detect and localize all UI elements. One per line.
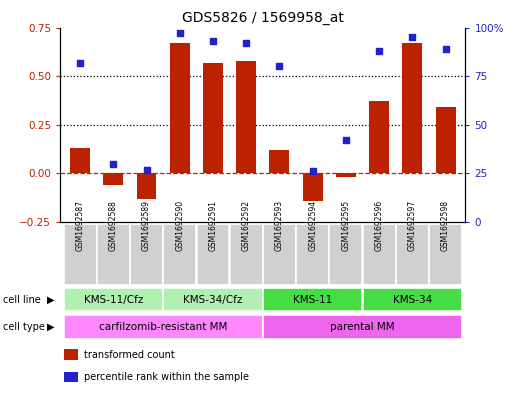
Bar [163, 224, 196, 285]
Text: GSM1692597: GSM1692597 [408, 200, 417, 252]
Bar [64, 224, 97, 285]
Text: ▶: ▶ [48, 322, 55, 332]
Bar [396, 224, 429, 285]
Text: KMS-11/Cfz: KMS-11/Cfz [84, 295, 143, 305]
Text: ▶: ▶ [48, 295, 55, 305]
Text: KMS-11: KMS-11 [293, 295, 332, 305]
Bar [197, 224, 230, 285]
Text: KMS-34/Cfz: KMS-34/Cfz [183, 295, 243, 305]
Bar [336, 173, 356, 177]
Bar [263, 224, 296, 285]
Point [408, 34, 416, 40]
Point [142, 166, 151, 173]
Bar [329, 224, 362, 285]
Bar [362, 224, 395, 285]
Bar [429, 224, 462, 285]
Point [441, 46, 450, 52]
Title: GDS5826 / 1569958_at: GDS5826 / 1569958_at [182, 11, 344, 25]
Text: KMS-34: KMS-34 [393, 295, 432, 305]
Bar [64, 372, 78, 382]
Text: GSM1692591: GSM1692591 [209, 200, 218, 252]
Bar [269, 150, 289, 173]
Bar [137, 173, 156, 199]
Point [275, 63, 283, 70]
Bar [203, 62, 223, 173]
Bar [170, 43, 190, 173]
Text: GSM1692593: GSM1692593 [275, 200, 284, 252]
Text: percentile rank within the sample: percentile rank within the sample [85, 372, 249, 382]
Text: GSM1692595: GSM1692595 [342, 200, 350, 252]
Text: carfilzomib-resistant MM: carfilzomib-resistant MM [99, 322, 228, 332]
Text: transformed count: transformed count [85, 350, 175, 360]
Point [375, 48, 383, 54]
Text: GSM1692587: GSM1692587 [76, 200, 85, 252]
Bar [236, 61, 256, 173]
Point [309, 168, 317, 174]
Text: GSM1692590: GSM1692590 [175, 200, 184, 252]
Text: GSM1692592: GSM1692592 [242, 200, 251, 252]
Point [176, 30, 184, 37]
Bar [436, 107, 456, 173]
Text: GSM1692594: GSM1692594 [308, 200, 317, 252]
Text: GSM1692588: GSM1692588 [109, 200, 118, 252]
Text: cell line: cell line [3, 295, 40, 305]
Bar [402, 43, 422, 173]
Text: cell type: cell type [3, 322, 44, 332]
Bar [303, 173, 323, 201]
Bar [369, 101, 389, 173]
Bar [64, 316, 263, 339]
Bar [163, 288, 263, 311]
Bar [263, 316, 462, 339]
Text: GSM1692596: GSM1692596 [374, 200, 383, 252]
Point [209, 38, 217, 44]
Bar [104, 173, 123, 185]
Bar [263, 288, 362, 311]
Text: GSM1692589: GSM1692589 [142, 200, 151, 252]
Bar [230, 224, 263, 285]
Bar [296, 224, 329, 285]
Bar [362, 288, 462, 311]
Bar [70, 148, 90, 173]
Point [342, 137, 350, 143]
Bar [97, 224, 130, 285]
Point [109, 160, 118, 167]
Text: GSM1692598: GSM1692598 [441, 200, 450, 252]
Text: parental MM: parental MM [330, 322, 395, 332]
Bar [64, 349, 78, 360]
Bar [64, 288, 163, 311]
Bar [130, 224, 163, 285]
Point [242, 40, 251, 46]
Point [76, 59, 84, 66]
